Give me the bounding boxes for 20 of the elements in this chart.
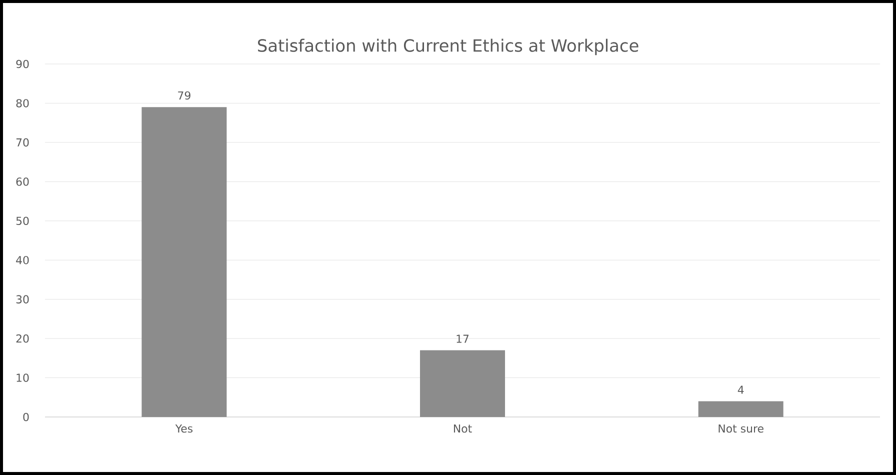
data-label: 79 [178,91,190,100]
y-tick-label: 30 [16,295,29,304]
y-tick-label: 20 [16,334,29,343]
data-label: 17 [456,334,469,343]
y-tick-label: 70 [16,138,29,147]
bar [698,401,784,417]
x-tick-label: Yes [175,424,192,433]
bar [420,350,506,417]
y-tick-label: 60 [16,178,29,186]
y-tick-label: 10 [16,374,29,382]
x-tick-label: Not sure [718,424,764,433]
y-tick-label: 80 [16,99,29,108]
chart-title: Satisfaction with Current Ethics at Workplace [258,38,638,56]
bar [142,107,227,417]
y-tick-label: 40 [16,256,29,264]
y-tick-label: 90 [16,60,29,68]
data-label: 4 [738,386,744,394]
y-tick-label: 50 [16,216,29,226]
x-tick-label: Not [454,424,472,433]
y-tick-label: 0 [23,412,29,422]
